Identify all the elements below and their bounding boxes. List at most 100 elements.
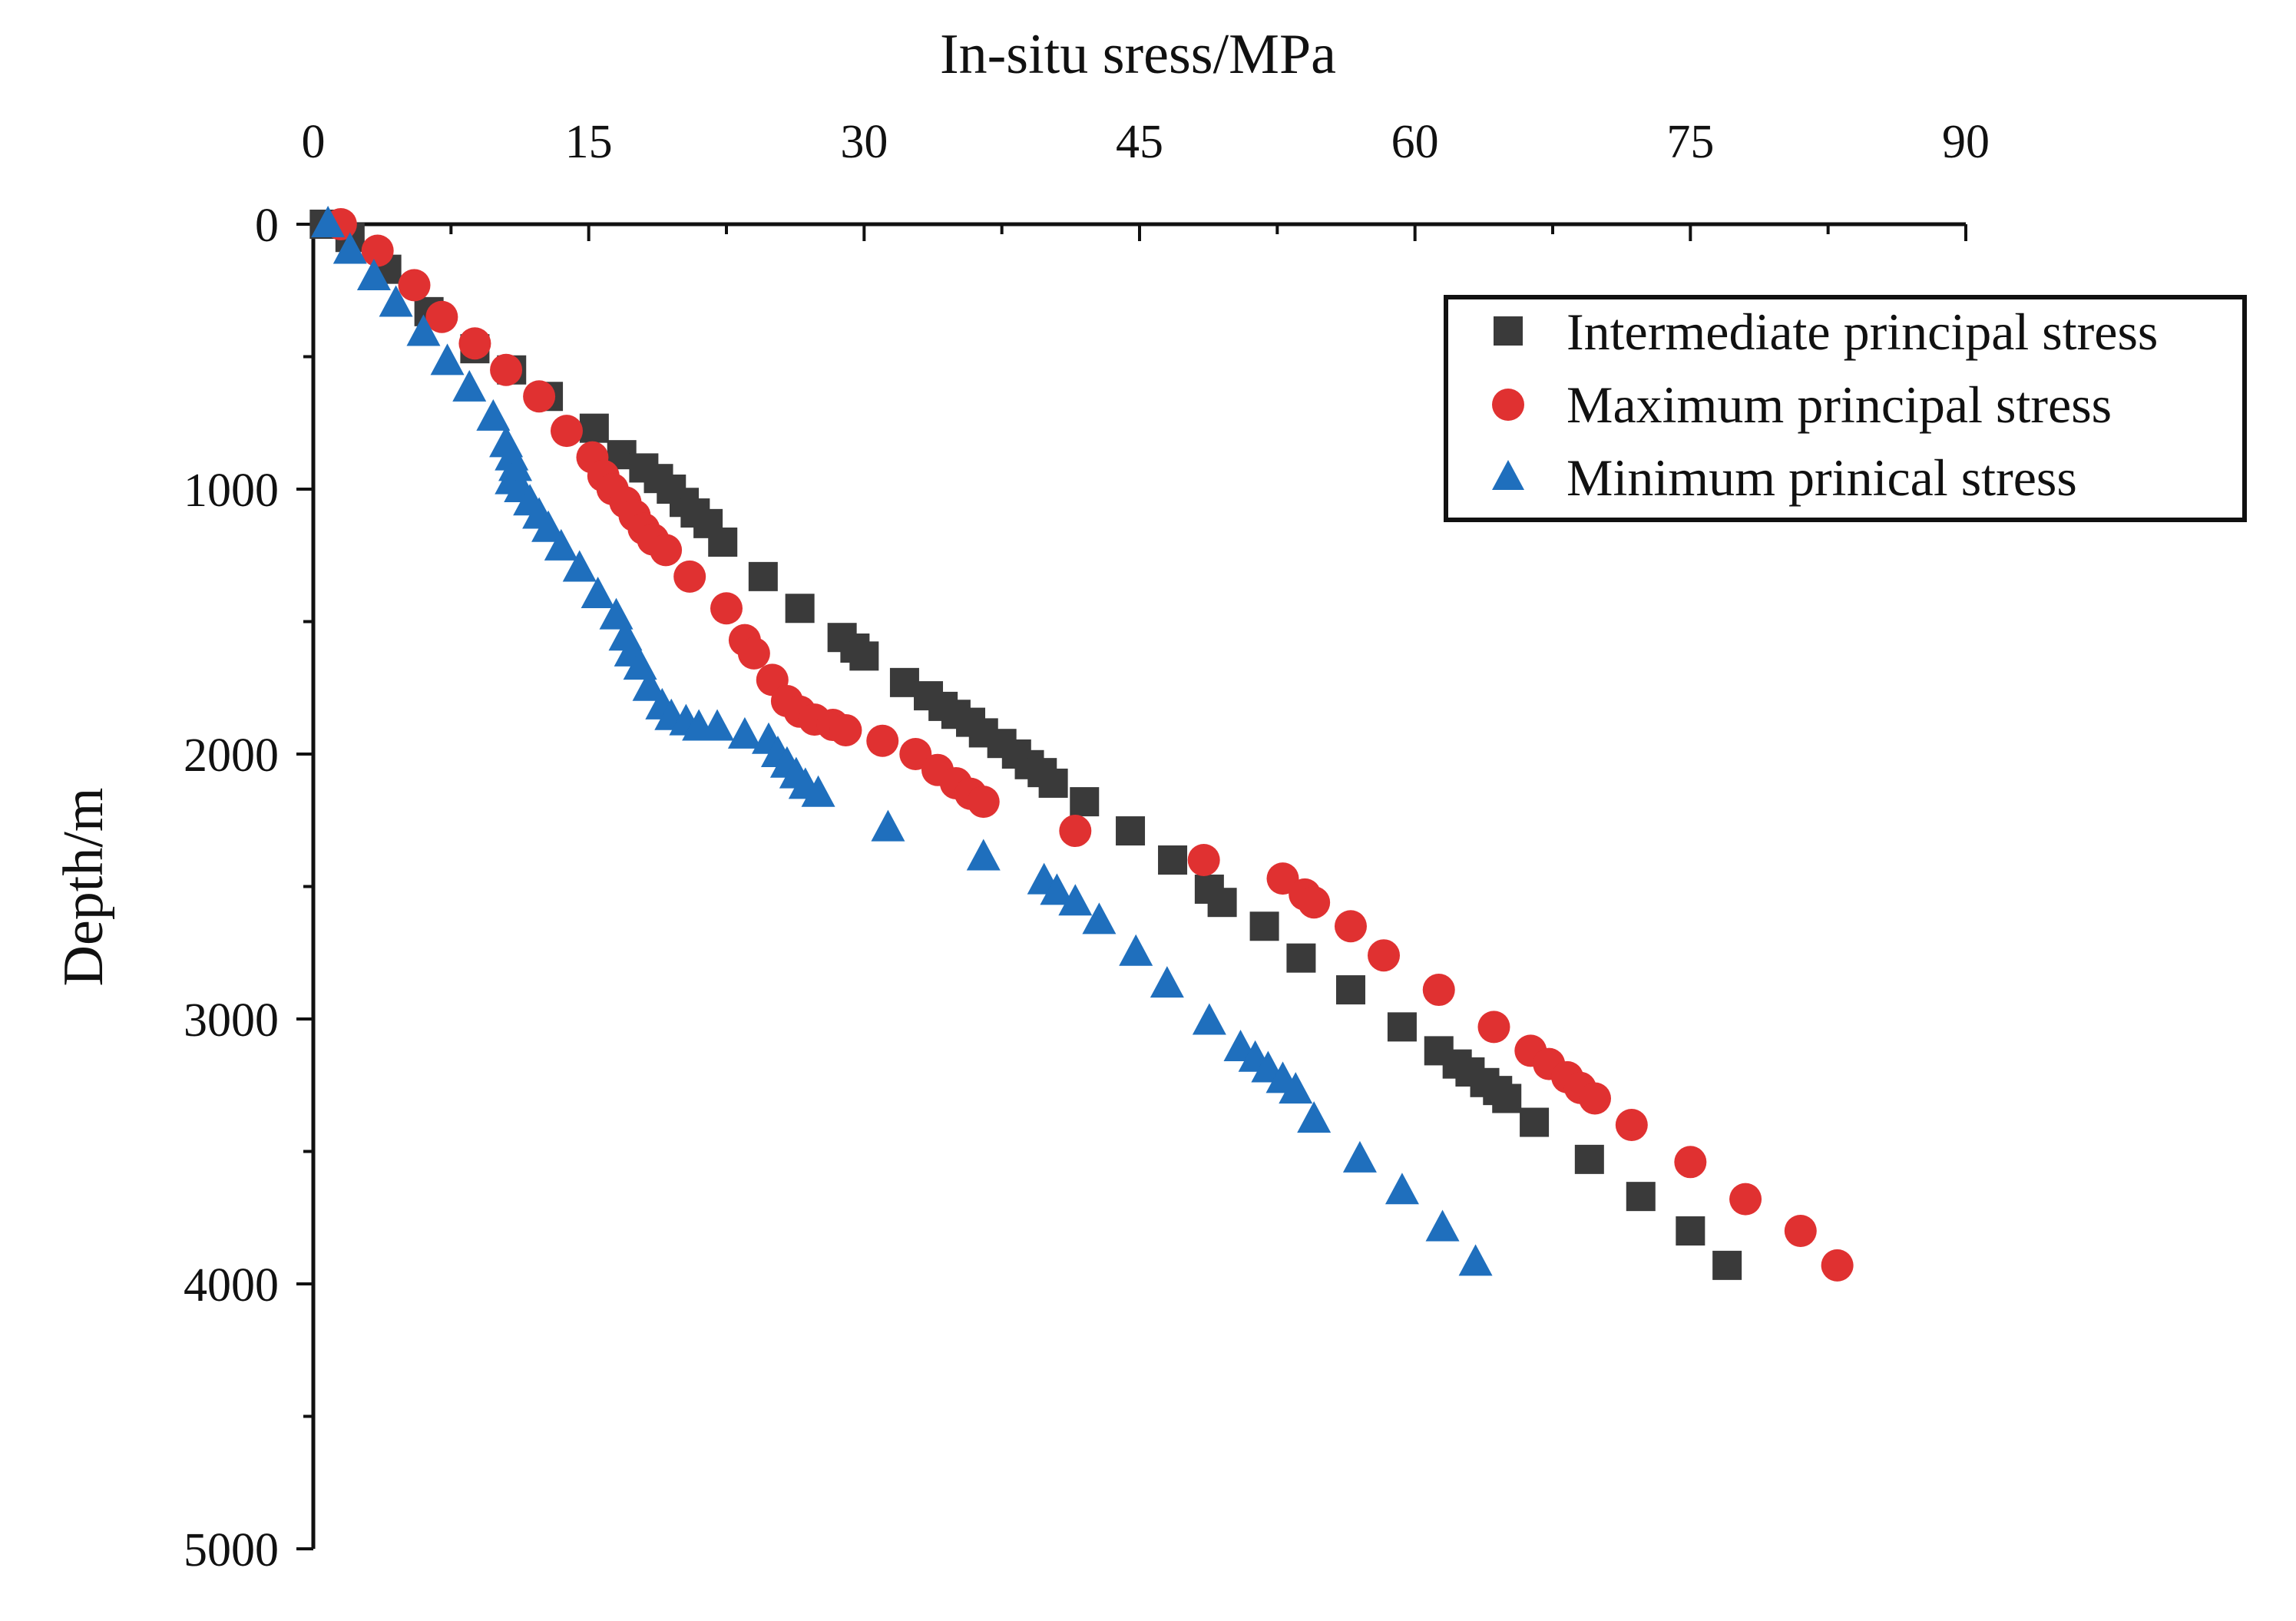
- data-point-circle: [1368, 939, 1401, 972]
- data-point-circle: [523, 380, 556, 413]
- data-point-square: [1492, 1083, 1522, 1113]
- data-point-circle: [673, 560, 706, 593]
- y-tick-label: 5000: [184, 1524, 279, 1576]
- data-point-circle: [1059, 815, 1092, 848]
- data-point-square: [849, 641, 879, 671]
- data-point-circle: [737, 637, 770, 670]
- y-tick-label: 4000: [184, 1259, 279, 1312]
- y-tick-label: 2000: [184, 729, 279, 782]
- y-axis-title: Depth/m: [52, 788, 115, 987]
- data-point-triangle: [311, 206, 346, 237]
- series-triangle: [311, 206, 1493, 1276]
- data-point-triangle: [1279, 1072, 1313, 1104]
- legend-square-marker: [1494, 316, 1523, 346]
- data-point-circle: [710, 592, 743, 625]
- data-point-triangle: [727, 716, 762, 749]
- data-point-triangle: [452, 369, 487, 402]
- data-point-triangle: [871, 809, 905, 842]
- x-tick-label: 45: [1116, 116, 1163, 168]
- data-point-circle: [550, 415, 583, 448]
- legend-triangle-marker: [1492, 460, 1524, 490]
- data-point-square: [579, 413, 609, 443]
- data-point-square: [1207, 888, 1237, 918]
- y-tick-label: 3000: [184, 994, 279, 1047]
- data-point-square: [1676, 1216, 1705, 1246]
- data-point-triangle: [544, 528, 578, 561]
- data-point-triangle: [406, 314, 441, 346]
- data-point-circle: [829, 713, 862, 746]
- data-point-triangle: [379, 285, 413, 317]
- x-tick-label: 0: [302, 116, 326, 168]
- data-point-circle: [490, 353, 523, 386]
- data-point-circle: [1729, 1183, 1762, 1216]
- data-point-triangle: [801, 775, 835, 807]
- series-square: [309, 210, 1742, 1280]
- data-point-square: [1070, 787, 1100, 817]
- data-point-circle: [1422, 974, 1455, 1007]
- data-point-triangle: [1385, 1173, 1419, 1205]
- data-point-circle: [1578, 1082, 1611, 1115]
- data-point-triangle: [1342, 1140, 1377, 1173]
- data-point-triangle: [562, 550, 597, 582]
- x-tick-label: 60: [1391, 116, 1439, 168]
- legend-circle-marker: [1492, 389, 1524, 421]
- data-point-square: [1574, 1144, 1604, 1174]
- data-point-triangle: [1150, 966, 1184, 998]
- data-point-triangle: [1297, 1101, 1332, 1133]
- data-point-square: [1712, 1250, 1742, 1280]
- legend-label-maximum: Maximum principal stress: [1567, 375, 2112, 434]
- data-point-circle: [1334, 910, 1367, 943]
- legend-entry-maximum: Maximum principal stress: [1492, 375, 2112, 434]
- data-point-triangle: [476, 399, 511, 431]
- data-point-square: [1387, 1012, 1417, 1042]
- x-axis-title: In-situ sress/MPa: [940, 23, 1336, 86]
- data-point-triangle: [332, 232, 367, 264]
- data-point-triangle: [1082, 902, 1117, 935]
- x-tick-label: 30: [840, 116, 888, 168]
- x-tick-label: 75: [1666, 116, 1714, 168]
- series-circle: [324, 208, 1854, 1282]
- data-point-circle: [398, 269, 431, 302]
- data-point-square: [1038, 768, 1068, 798]
- x-tick-label: 90: [1942, 116, 1990, 168]
- data-point-triangle: [966, 839, 1001, 871]
- y-tick-label: 0: [255, 200, 279, 252]
- data-point-circle: [1821, 1249, 1854, 1282]
- data-point-circle: [458, 327, 491, 360]
- data-point-square: [1520, 1107, 1550, 1137]
- data-point-triangle: [1040, 873, 1074, 905]
- data-point-circle: [1674, 1146, 1707, 1179]
- legend-entry-intermediate: Intermediate principal stress: [1494, 303, 2158, 361]
- data-point-triangle: [700, 709, 735, 741]
- data-point-circle: [1784, 1215, 1817, 1247]
- data-point-circle: [1615, 1109, 1648, 1141]
- data-marks-layer: [309, 206, 1854, 1282]
- legend-entry-minimum: Minimum prinical stress: [1492, 448, 2077, 507]
- data-point-square: [748, 561, 778, 591]
- data-point-square: [708, 528, 738, 557]
- data-point-triangle: [1058, 884, 1093, 916]
- data-point-triangle: [1458, 1244, 1493, 1276]
- y-tick-label: 1000: [184, 465, 279, 517]
- data-point-square: [1626, 1182, 1656, 1212]
- data-point-circle: [967, 786, 1000, 819]
- data-point-triangle: [356, 259, 391, 290]
- data-point-triangle: [1192, 1003, 1226, 1035]
- x-tick-label: 15: [565, 116, 613, 168]
- legend-box: [1444, 295, 2247, 522]
- axes-layer: 0 15 30 45 60 75 90 0 1000 2000 3000 4000 5000: [184, 116, 1990, 1576]
- data-point-triangle: [531, 510, 566, 542]
- data-point-triangle: [581, 577, 615, 608]
- data-point-square: [1158, 845, 1188, 875]
- data-point-circle: [650, 534, 683, 567]
- data-point-square: [1116, 816, 1146, 846]
- data-point-triangle: [430, 343, 465, 375]
- legend-label-minimum: Minimum prinical stress: [1567, 448, 2077, 507]
- data-point-square: [785, 594, 815, 624]
- legend-label-intermediate: Intermediate principal stress: [1567, 303, 2158, 361]
- legend: Intermediate principal stress Maximum pr…: [1444, 295, 2247, 522]
- data-point-circle: [1298, 886, 1331, 919]
- data-point-circle: [425, 300, 458, 333]
